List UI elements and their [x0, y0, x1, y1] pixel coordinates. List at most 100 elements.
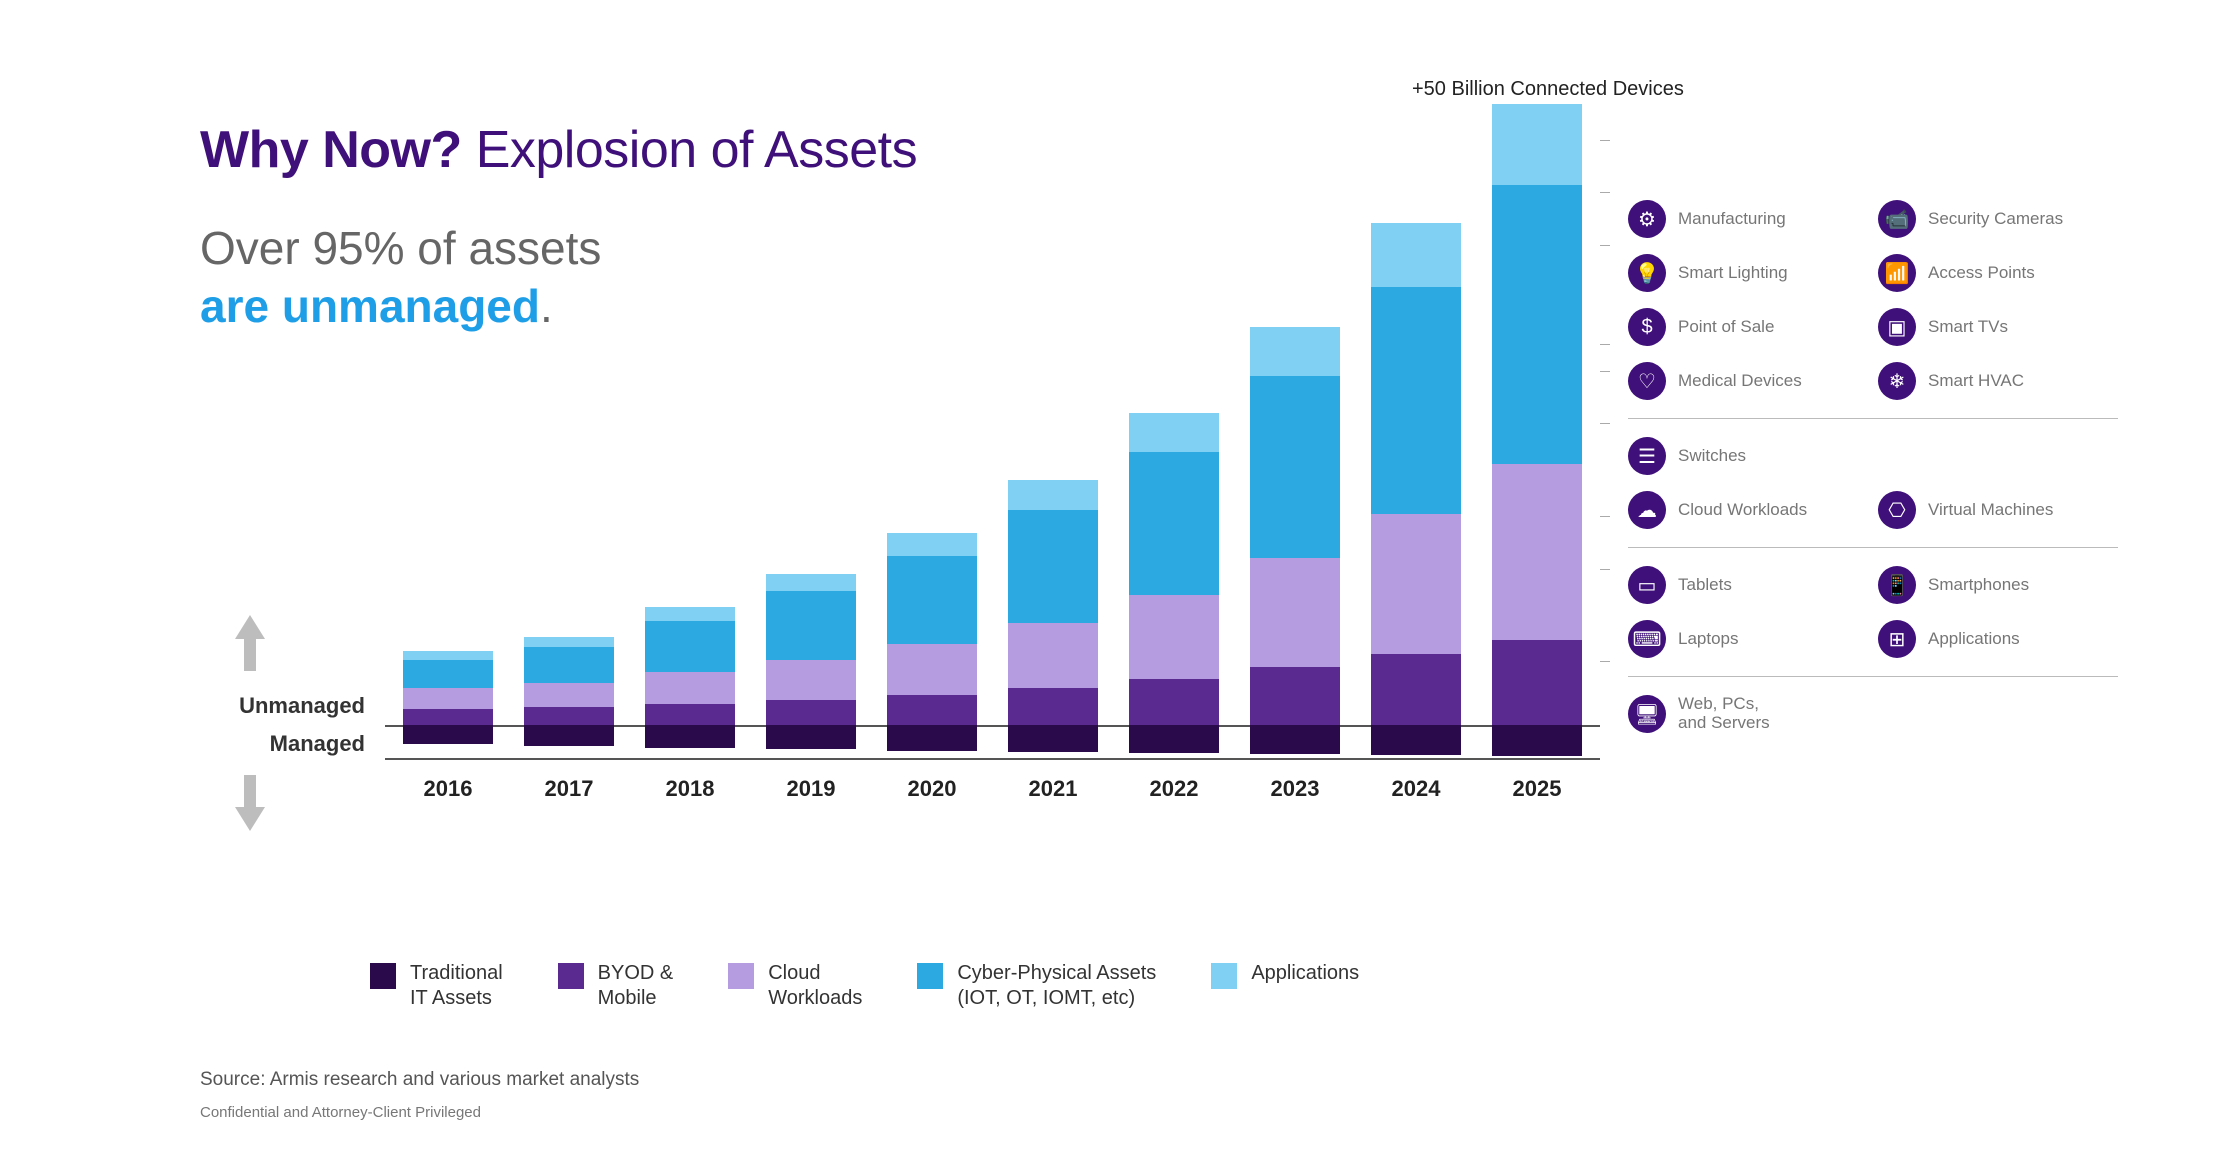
year-label: 2024 — [1392, 776, 1441, 802]
year-label: 2022 — [1150, 776, 1199, 802]
legend-swatch — [370, 963, 396, 989]
tick-mark — [1600, 371, 1610, 372]
chart-plot-area: 2016201720182019202020212022202320242025 — [385, 100, 1600, 760]
seg-cps — [887, 556, 977, 644]
cat-item: ▭Tablets — [1628, 566, 1868, 604]
categories-panel: ⚙Manufacturing 📹 Security Cameras 💡 Smart Li… — [1628, 200, 2118, 751]
seg-byod — [1371, 654, 1461, 724]
year-label: 2018 — [666, 776, 715, 802]
cat-label: Smart HVAC — [1928, 372, 2024, 391]
cat-icon: ☰ — [1628, 437, 1666, 475]
cat-group-3: 🖥Web, PCs,and Servers — [1628, 676, 2118, 751]
bar-2022: 2022 — [1129, 100, 1219, 758]
cat-label: Smart Lighting — [1678, 264, 1788, 283]
cat-item: 📱Smartphones — [1878, 566, 2118, 604]
arrow-down-icon — [235, 775, 265, 831]
tick-mark — [1600, 423, 1610, 424]
cat-group-1: ☰ Switches ☁Cloud Workloads ⎔ Virtual Machin… — [1628, 418, 2118, 547]
axis-label-group: Unmanaged Managed — [200, 100, 385, 760]
seg-traditional — [403, 725, 493, 744]
seg-cloud — [1129, 595, 1219, 679]
legend-swatch — [728, 963, 754, 989]
axis-label-managed: Managed — [270, 731, 365, 757]
cat-item: ⚙Manufacturing — [1628, 200, 1868, 238]
seg-cps — [766, 591, 856, 660]
tick-mark — [1600, 140, 1610, 141]
bar-2018: 2018 — [645, 100, 735, 758]
seg-apps — [766, 574, 856, 592]
cat-label: Switches — [1678, 447, 1746, 466]
seg-cps — [403, 660, 493, 688]
bar-2021: 2021 — [1008, 100, 1098, 758]
legend-item-byod: BYOD &Mobile — [558, 961, 674, 1011]
cat-item: ▣Smart TVs — [1878, 308, 2118, 346]
seg-cloud — [1250, 558, 1340, 667]
legend-item-cps: Cyber-Physical Assets(IOT, OT, IOMT, etc… — [917, 961, 1156, 1011]
cat-icon: ⎔ — [1878, 491, 1916, 529]
seg-byod — [524, 707, 614, 725]
seg-apps — [403, 651, 493, 660]
seg-apps — [645, 607, 735, 621]
cat-icon: 💡 — [1628, 254, 1666, 292]
legend-label: Applications — [1251, 961, 1359, 986]
cat-label: Access Points — [1928, 264, 2035, 283]
seg-apps — [1492, 104, 1582, 185]
seg-byod — [1129, 679, 1219, 725]
seg-apps — [1371, 223, 1461, 286]
year-label: 2016 — [424, 776, 473, 802]
cat-icon: ▭ — [1628, 566, 1666, 604]
cat-item: 📹 Security Cameras — [1878, 200, 2118, 238]
seg-cloud — [524, 683, 614, 708]
bar-2025: 2025 — [1492, 100, 1582, 758]
legend-swatch — [558, 963, 584, 989]
cat-icon: 📹 — [1878, 200, 1916, 238]
tick-mark — [1600, 569, 1610, 570]
seg-traditional — [1250, 725, 1340, 754]
bar-2024: 2024 — [1371, 100, 1461, 758]
year-label: 2021 — [1029, 776, 1078, 802]
bar-2019: 2019 — [766, 100, 856, 758]
bar-2017: 2017 — [524, 100, 614, 758]
confidential-text: Confidential and Attorney-Client Privile… — [200, 1104, 481, 1121]
cat-item: 📶Access Points — [1878, 254, 2118, 292]
legend-label: TraditionalIT Assets — [410, 961, 503, 1011]
cat-icon: 🖥 — [1628, 695, 1666, 733]
tick-mark — [1600, 516, 1610, 517]
cat-label: Security Cameras — [1928, 210, 2063, 229]
seg-traditional — [524, 725, 614, 746]
cat-item: ⊞Applications — [1878, 620, 2118, 658]
seg-traditional — [645, 725, 735, 748]
seg-apps — [1129, 413, 1219, 452]
cat-item: ⌨Laptops — [1628, 620, 1868, 658]
seg-traditional — [1492, 725, 1582, 756]
seg-byod — [1492, 640, 1582, 724]
cat-item: ☁Cloud Workloads — [1628, 491, 1868, 529]
seg-cps — [1008, 510, 1098, 623]
legend: TraditionalIT AssetsBYOD &MobileCloudWor… — [370, 961, 1359, 1011]
legend-label: Cyber-Physical Assets(IOT, OT, IOMT, etc… — [957, 961, 1156, 1011]
cat-label: Smartphones — [1928, 576, 2029, 595]
seg-cps — [1492, 185, 1582, 465]
seg-byod — [887, 695, 977, 725]
year-label: 2020 — [908, 776, 957, 802]
seg-byod — [403, 709, 493, 725]
cat-icon: ⚙ — [1628, 200, 1666, 238]
cat-label: Virtual Machines — [1928, 501, 2053, 520]
seg-cps — [1371, 287, 1461, 514]
tick-mark — [1600, 344, 1610, 345]
bar-2023: 2023 — [1250, 100, 1340, 758]
chart: Unmanaged Managed 2016 2017 2018 2019 2020 20… — [200, 100, 1600, 820]
seg-apps — [1008, 480, 1098, 510]
seg-traditional — [1129, 725, 1219, 753]
seg-cps — [645, 621, 735, 672]
cat-item: ☰ Switches — [1628, 437, 1868, 475]
seg-traditional — [766, 725, 856, 750]
seg-cps — [1129, 452, 1219, 595]
legend-item-traditional: TraditionalIT Assets — [370, 961, 503, 1011]
slide-root: Why Now? Explosion of Assets Over 95% of… — [0, 0, 2218, 1161]
seg-apps — [887, 533, 977, 556]
tick-mark — [1600, 192, 1610, 193]
seg-apps — [1250, 327, 1340, 376]
seg-cps — [1250, 376, 1340, 557]
legend-label: BYOD &Mobile — [598, 961, 674, 1011]
